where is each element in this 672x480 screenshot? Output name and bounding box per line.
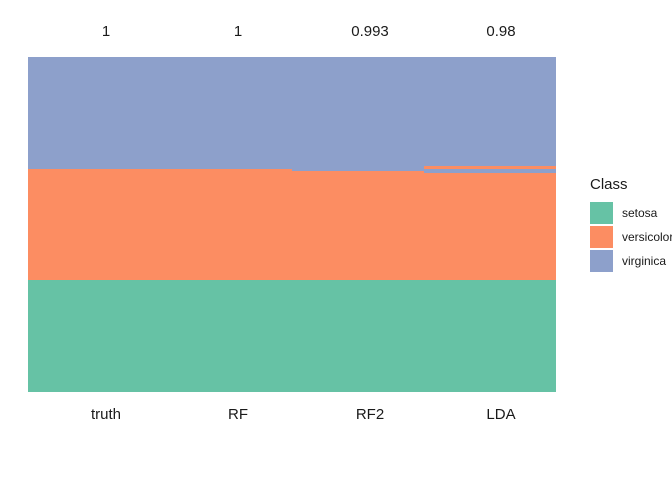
legend-title: Class <box>590 176 628 193</box>
bar-segment-virginica <box>28 57 160 169</box>
legend: Class setosa versicolor virginica <box>590 177 672 274</box>
legend-items: setosa versicolor virginica <box>590 202 672 272</box>
model-axis-label-truth: truth <box>90 406 122 423</box>
bar-segment-virginica <box>424 57 556 167</box>
legend-key-virginica <box>590 250 613 272</box>
plot-panel <box>28 57 556 392</box>
legend-item-virginica: virginica <box>590 250 672 272</box>
legend-item-versicolor: versicolor <box>590 226 672 248</box>
column-RF <box>160 57 292 392</box>
accuracy-label-truth: 1 <box>101 23 111 40</box>
model-axis-label-LDA: LDA <box>486 406 516 423</box>
accuracy-label-RF: 1 <box>233 23 243 40</box>
bar-segment-versicolor <box>424 173 556 281</box>
column-LDA <box>424 57 556 392</box>
legend-item-setosa: setosa <box>590 202 672 224</box>
column-RF2 <box>292 57 424 392</box>
accuracy-label-LDA: 0.98 <box>486 23 516 40</box>
bar-segment-virginica <box>292 57 424 171</box>
model-axis-label-RF2: RF2 <box>355 406 385 423</box>
legend-label-virginica: virginica <box>622 254 667 268</box>
bar-segment-versicolor <box>292 170 424 281</box>
model-axis-label-RF: RF <box>228 406 248 423</box>
bar-segment-setosa <box>424 280 556 392</box>
bar-segment-setosa <box>28 280 160 392</box>
bar-segment-setosa <box>160 280 292 392</box>
accuracy-label-RF2: 0.993 <box>351 23 389 40</box>
bar-segment-virginica <box>160 57 292 169</box>
bar-segment-virginica <box>424 168 556 174</box>
bar-segment-versicolor <box>424 166 556 169</box>
column-truth <box>28 57 160 392</box>
bar-segment-versicolor <box>160 168 292 281</box>
bar-segment-setosa <box>292 280 424 392</box>
legend-label-setosa: setosa <box>622 206 658 220</box>
legend-key-versicolor <box>590 226 613 248</box>
legend-label-versicolor: versicolor <box>622 230 672 244</box>
bar-segment-versicolor <box>28 168 160 281</box>
legend-key-setosa <box>590 202 613 224</box>
